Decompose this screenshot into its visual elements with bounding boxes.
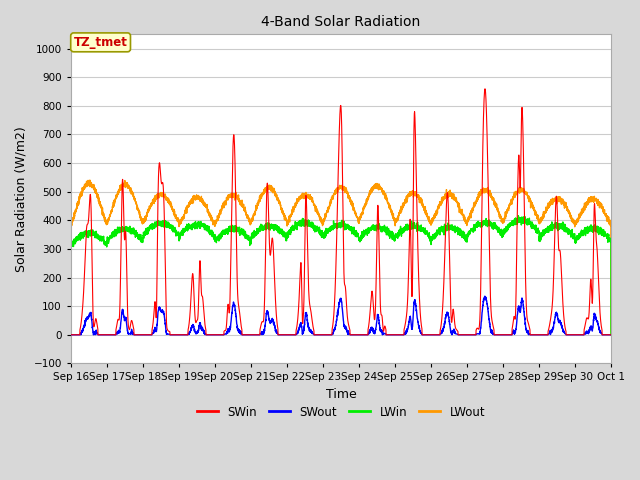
SWout [481, 293, 489, 299]
SWin [607, 332, 614, 337]
SWin [432, 332, 440, 337]
Line: LWin: LWin [71, 216, 611, 335]
LWin [462, 236, 470, 242]
LWin [607, 235, 614, 241]
LWout [493, 201, 500, 207]
SWin [493, 332, 500, 337]
SWin [67, 332, 75, 337]
SWin [462, 332, 470, 337]
Line: LWout: LWout [71, 180, 611, 335]
LWout [607, 332, 615, 337]
SWout [493, 332, 500, 337]
LWout [432, 208, 440, 214]
SWin [481, 86, 489, 92]
X-axis label: Time: Time [326, 388, 356, 401]
Text: TZ_tmet: TZ_tmet [74, 36, 127, 49]
LWin [607, 332, 615, 337]
SWout [67, 332, 75, 337]
SWout [462, 332, 470, 337]
Line: SWout: SWout [71, 296, 611, 335]
LWout [462, 218, 470, 224]
Title: 4-Band Solar Radiation: 4-Band Solar Radiation [261, 15, 420, 29]
SWout [432, 332, 440, 337]
LWout [164, 197, 172, 203]
SWout [607, 332, 614, 337]
SWin [607, 332, 615, 337]
SWout [164, 331, 172, 337]
LWin [321, 229, 328, 235]
LWout [321, 216, 328, 222]
LWin [432, 232, 440, 238]
Y-axis label: Solar Radiation (W/m2): Solar Radiation (W/m2) [15, 126, 28, 272]
LWin [493, 223, 500, 229]
LWout [607, 220, 614, 226]
SWin [164, 328, 172, 334]
SWout [321, 332, 328, 337]
SWout [607, 332, 615, 337]
LWout [86, 177, 93, 183]
LWout [67, 221, 75, 227]
LWin [515, 213, 522, 218]
LWin [164, 219, 172, 225]
LWin [67, 242, 75, 248]
Line: SWin: SWin [71, 89, 611, 335]
Legend: SWin, SWout, LWin, LWout: SWin, SWout, LWin, LWout [192, 401, 490, 423]
SWin [321, 332, 328, 337]
